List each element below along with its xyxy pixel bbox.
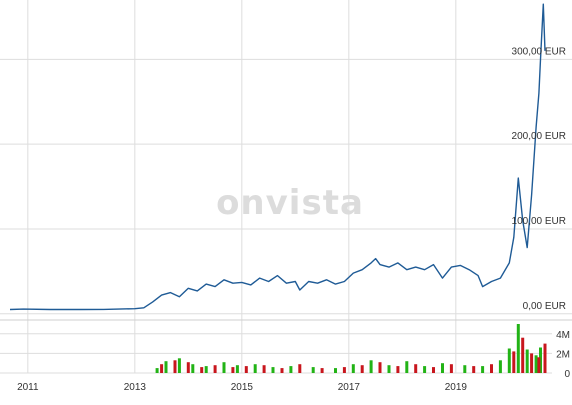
volume-bar-up: [204, 366, 208, 373]
y-tick-label: 0,00 EUR: [523, 301, 566, 312]
volume-bar-down: [298, 364, 302, 373]
volume-bar-up: [334, 368, 337, 373]
volume-bar-up: [289, 366, 293, 373]
volume-bar-down: [530, 353, 534, 373]
y-tick-label: 200,00 EUR: [512, 131, 566, 142]
volume-bar-down: [342, 367, 346, 373]
volume-axis: 0 2M 4M: [556, 330, 570, 380]
volume-bar-up: [534, 355, 538, 373]
price-axis: 0,00 EUR 100,00 EUR 200,00 EUR 300,00 EUR: [512, 46, 566, 311]
price-series: [9, 3, 546, 311]
volume-bar-up: [498, 360, 502, 374]
y-tick-label: 300,00 EUR: [512, 46, 566, 57]
volume-bar-down: [432, 367, 435, 373]
x-tick-label: 2013: [124, 382, 147, 393]
volume-bar-up: [539, 347, 542, 373]
volume-bar-up: [235, 365, 239, 373]
volume-bar-up: [177, 358, 181, 373]
volume-bar-up: [516, 324, 520, 373]
volume-bar-up: [405, 361, 409, 373]
volume-bar-up: [387, 365, 391, 373]
volume-bar-up: [481, 366, 485, 373]
volume-bar-up: [311, 367, 315, 373]
volume-bar-up: [271, 367, 275, 373]
x-tick-label: 2011: [17, 382, 39, 393]
volume-bar-down: [512, 351, 516, 373]
volume-bar-down: [472, 366, 476, 373]
volume-bars: [155, 324, 547, 374]
y-tick-label: 100,00 EUR: [512, 216, 566, 227]
volume-bar-down: [280, 368, 284, 373]
volume-bar-up: [253, 364, 257, 373]
volume-bar-down: [414, 364, 418, 373]
volume-bar-down: [396, 366, 400, 373]
time-axis: 2011 2013 2015 2017 2019: [17, 382, 467, 393]
volume-bar-down: [244, 366, 248, 373]
x-tick-label: 2017: [338, 382, 361, 393]
volume-bar-up: [463, 365, 467, 373]
volume-bar-down: [213, 365, 217, 373]
volume-bar-up: [222, 362, 226, 373]
volume-bar-down: [200, 367, 204, 373]
volume-bar-down: [543, 343, 547, 373]
volume-bar-up: [155, 368, 159, 373]
gridlines: [0, 0, 572, 374]
volume-bar-up: [441, 363, 444, 373]
volume-bar-down: [173, 360, 177, 374]
volume-tick-label: 0: [564, 369, 570, 380]
volume-bar-up: [369, 360, 373, 374]
volume-bar-down: [490, 364, 493, 373]
volume-bar-up: [191, 364, 195, 373]
volume-tick-label: 4M: [556, 330, 570, 341]
onvista-watermark: onvista: [216, 183, 364, 223]
volume-bar-down: [262, 365, 266, 373]
volume-bar-down: [231, 367, 235, 373]
volume-bar-down: [360, 365, 364, 373]
volume-bar-down: [449, 364, 453, 373]
x-tick-label: 2019: [445, 382, 468, 393]
volume-bar-down: [320, 368, 324, 373]
volume-tick-label: 2M: [556, 349, 570, 360]
volume-bar-down: [521, 337, 525, 373]
volume-bar-up: [525, 349, 529, 373]
volume-bar-up: [423, 366, 427, 373]
volume-bar-up: [351, 364, 355, 373]
volume-bar-down: [378, 362, 382, 373]
volume-bar-down: [160, 364, 164, 373]
volume-bar-down: [186, 362, 190, 373]
volume-bar-up: [507, 348, 511, 373]
x-tick-label: 2015: [231, 382, 254, 393]
volume-bar-up: [164, 361, 168, 373]
volume-bar-down: [537, 357, 541, 373]
price-line: [9, 3, 546, 311]
